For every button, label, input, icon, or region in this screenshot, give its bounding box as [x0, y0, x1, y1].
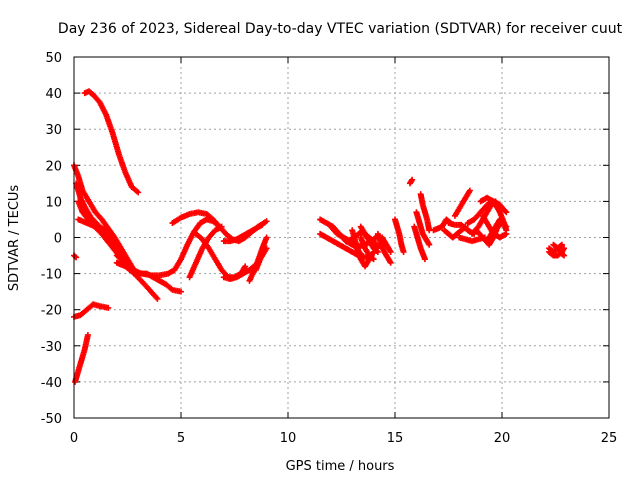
data-point: [561, 252, 568, 259]
data-point: [374, 248, 381, 255]
data-point: [369, 255, 376, 262]
data-point: [370, 256, 377, 263]
data-point: [178, 288, 184, 295]
data-point: [72, 253, 79, 260]
x-tick-label: 15: [387, 431, 404, 446]
data-point: [263, 234, 270, 241]
data-series: [71, 88, 568, 385]
data-point: [559, 251, 566, 258]
data-track: [550, 241, 568, 259]
y-tick-label: 40: [45, 87, 62, 102]
data-point: [409, 176, 416, 183]
data-track: [357, 234, 377, 263]
data-point: [259, 221, 266, 228]
data-track: [252, 245, 270, 273]
y-axis-label: SDTVAR / TECUs: [7, 185, 22, 292]
data-point: [503, 223, 510, 230]
data-track: [379, 234, 394, 255]
data-point: [373, 248, 380, 255]
data-track: [406, 176, 416, 187]
data-point: [387, 248, 394, 255]
data-point: [263, 245, 270, 252]
data-track: [71, 301, 112, 320]
data-track: [441, 223, 469, 241]
data-point: [426, 241, 433, 248]
x-tick-label: 10: [280, 431, 297, 446]
x-tick-label: 5: [177, 431, 185, 446]
data-track: [220, 221, 266, 245]
y-tick-label: 30: [45, 123, 62, 138]
data-point: [557, 242, 564, 249]
data-track: [479, 212, 510, 241]
y-tick-label: -50: [41, 412, 62, 427]
data-point: [421, 256, 428, 263]
data-point: [503, 230, 510, 237]
data-track: [72, 331, 91, 385]
data-point: [503, 209, 510, 216]
data-point: [135, 189, 142, 196]
data-track: [456, 234, 488, 245]
data-point: [561, 245, 568, 252]
x-tick-label: 25: [601, 431, 618, 446]
x-axis-label: GPS time / hours: [286, 459, 395, 474]
y-tick-label: 50: [45, 51, 62, 66]
x-tick-label: 20: [494, 431, 511, 446]
y-tick-label: -20: [41, 304, 62, 319]
y-tick-label: -40: [41, 376, 62, 391]
data-point: [400, 248, 407, 255]
data-track: [411, 223, 428, 263]
data-track: [81, 88, 142, 196]
axis-ticks: 0 5 10 15 20 25 -50 -40 -30 -20 -10 0 10 20 30 40 50: [41, 51, 618, 446]
y-tick-label: 20: [45, 159, 62, 174]
data-track: [71, 252, 80, 261]
plot-frame: [73, 56, 610, 419]
data-point: [263, 218, 270, 225]
data-point: [105, 304, 112, 311]
data-track: [357, 223, 381, 255]
data-track: [451, 187, 473, 219]
y-tick-label: -10: [41, 268, 62, 283]
data-point: [218, 223, 225, 230]
data-point: [242, 263, 249, 270]
data-point: [466, 187, 473, 194]
data-point: [387, 259, 394, 266]
data-track: [413, 209, 433, 248]
data-track: [392, 216, 407, 255]
y-tick-label: 0: [54, 232, 62, 247]
data-point: [154, 295, 161, 302]
data-point: [84, 331, 91, 338]
x-tick-label: 0: [70, 431, 78, 446]
grid: [74, 57, 609, 418]
y-tick-label: -30: [41, 340, 62, 355]
data-point: [133, 270, 140, 277]
data-track: [113, 252, 140, 277]
data-point: [558, 241, 565, 248]
y-tick-label: 10: [45, 195, 62, 210]
chart-title: Day 236 of 2023, Sidereal Day-to-day VTE…: [58, 21, 623, 37]
data-track: [417, 191, 433, 234]
data-track: [73, 180, 161, 302]
